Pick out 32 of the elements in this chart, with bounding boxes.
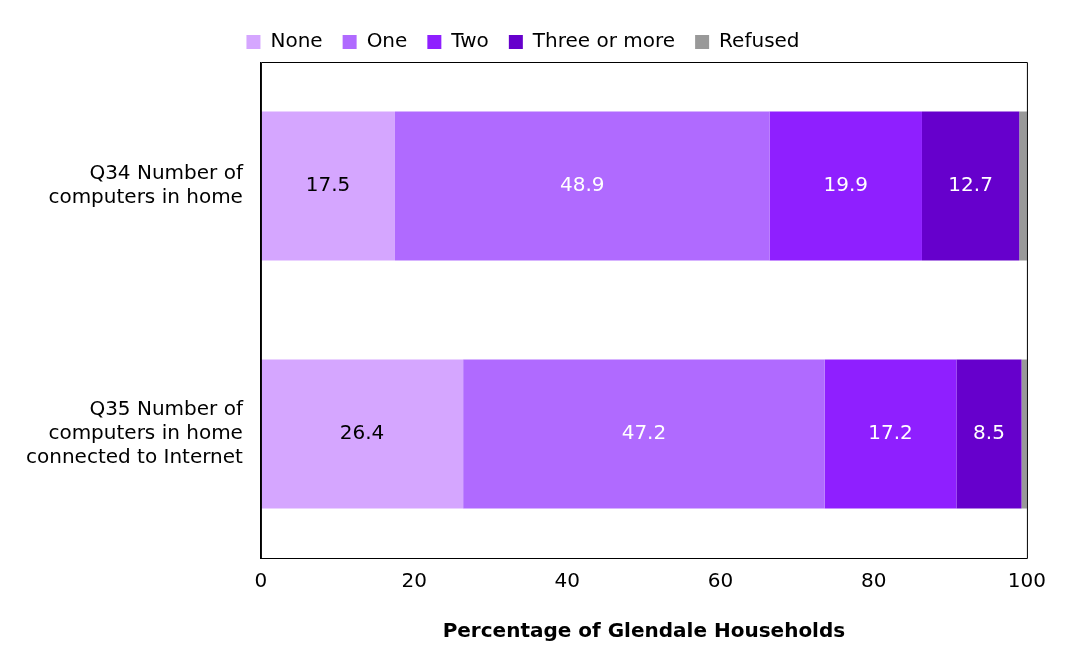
x-tick-label: 20: [401, 568, 427, 593]
legend-label: Three or more: [531, 28, 676, 53]
x-tick-label: 0: [254, 568, 268, 593]
legend-label: Refused: [719, 28, 800, 53]
bar: [1019, 111, 1027, 261]
bar: [824, 359, 957, 509]
data-label: 19.9: [823, 172, 869, 197]
y-tick-label: Q35 Number of computers in home connected to Internet: [26, 396, 244, 469]
x-tick-label: 80: [860, 568, 887, 593]
data-label: 26.4: [339, 420, 385, 445]
legend-label: None: [270, 28, 323, 53]
bar: [260, 359, 464, 509]
data-label: 48.9: [560, 172, 605, 197]
bar: [260, 111, 395, 261]
data-label: 47.2: [621, 420, 667, 445]
bar: [1021, 359, 1027, 509]
bar: [769, 111, 922, 261]
bar: [921, 111, 1020, 261]
x-tick-label: 100: [1007, 568, 1047, 593]
x-tick-label: 40: [554, 568, 581, 593]
bar: [956, 359, 1022, 509]
x-axis-title: Percentage of Glendale Households: [442, 618, 846, 643]
data-label: 17.2: [868, 420, 913, 445]
data-label: 17.5: [305, 172, 351, 197]
bar: [463, 359, 825, 509]
data-label: 12.7: [948, 172, 993, 197]
data-label: 8.5: [973, 420, 1005, 445]
bar: [394, 111, 770, 261]
legend-label: One: [366, 28, 408, 53]
y-tick-label: Q34 Number of computers in home: [48, 160, 244, 209]
x-tick-label: 60: [707, 568, 734, 593]
legend-label: Two: [450, 28, 489, 53]
